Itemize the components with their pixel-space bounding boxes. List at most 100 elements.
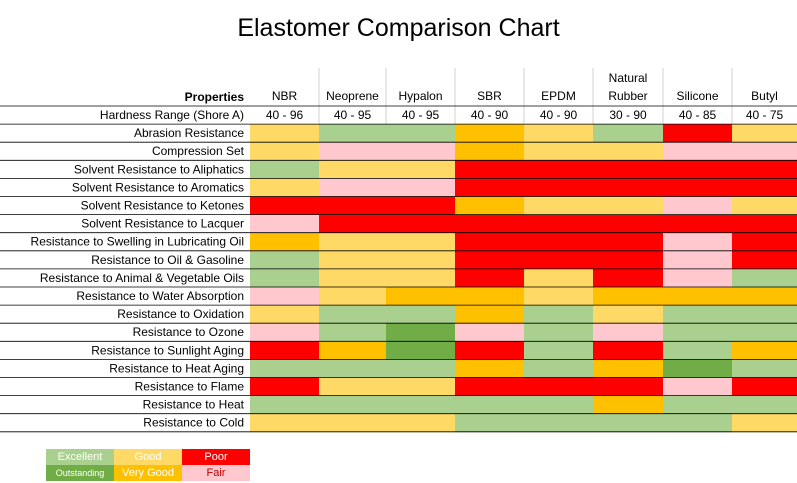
rating-cell — [732, 413, 797, 433]
rating-cell — [732, 250, 797, 270]
rating-cell — [663, 178, 733, 197]
rating-cell — [524, 377, 594, 397]
rating-cell — [663, 359, 733, 378]
property-label: Resistance to Ozone — [133, 325, 245, 339]
rating-cell — [663, 142, 733, 161]
rating-cell — [319, 341, 387, 360]
rating-cell — [732, 377, 797, 397]
rating-cell — [250, 232, 320, 252]
rating-cell — [593, 377, 664, 397]
rating-cell — [663, 323, 733, 342]
rating-cell — [455, 359, 525, 378]
hardness-value: 40 - 96 — [266, 108, 304, 122]
rating-cell — [250, 287, 320, 306]
rating-cell — [250, 196, 320, 216]
rating-cell — [250, 359, 320, 378]
rating-cell — [250, 178, 320, 197]
rating-cell — [593, 124, 664, 143]
rating-cell — [732, 323, 797, 342]
rating-cell — [524, 413, 594, 433]
rating-cell — [386, 395, 456, 415]
column-header: Butyl — [751, 89, 778, 103]
rating-cell — [386, 250, 456, 270]
rating-cell — [455, 124, 525, 143]
rating-cell — [319, 250, 387, 270]
rating-cell — [524, 323, 594, 342]
rating-cell — [455, 268, 525, 288]
property-label: Resistance to Animal & Vegetable Oils — [40, 271, 244, 285]
properties-header: Properties — [185, 90, 245, 104]
rating-cell — [455, 305, 525, 324]
legend-very-good: Very Good — [114, 465, 182, 481]
rating-cell — [386, 413, 456, 433]
rating-cell — [524, 178, 594, 197]
rating-cell — [250, 124, 320, 143]
rating-cell — [250, 214, 320, 234]
rating-cell — [663, 268, 733, 288]
rating-cell — [593, 250, 664, 270]
rating-cell — [732, 196, 797, 216]
property-label: Solvent Resistance to Aromatics — [72, 180, 244, 194]
hardness-value: 40 - 95 — [334, 108, 372, 122]
hardness-value: 40 - 90 — [471, 108, 509, 122]
rating-cell — [386, 323, 456, 342]
rating-cell — [455, 341, 525, 360]
column-header: Rubber — [608, 89, 647, 103]
column-header: EPDM — [541, 89, 576, 103]
rating-cell — [593, 287, 664, 306]
rating-cell — [319, 232, 387, 252]
rating-cell — [593, 305, 664, 324]
rating-cell — [524, 287, 594, 306]
legend-excellent: Excellent — [46, 449, 114, 465]
rating-cell — [663, 232, 733, 252]
rating-cell — [386, 377, 456, 397]
rating-cell — [455, 214, 525, 234]
rating-cell — [732, 232, 797, 252]
property-label: Solvent Resistance to Lacquer — [81, 217, 244, 231]
comparison-table: Properties NBR Neoprene Hypalon SBR EPDM Natur… — [0, 68, 797, 433]
rating-cell — [386, 196, 456, 216]
rating-cell — [250, 395, 320, 415]
rating-cell — [524, 232, 594, 252]
rating-cell — [319, 160, 387, 179]
rating-cell — [663, 413, 733, 433]
rating-cell — [319, 395, 387, 415]
rating-cell — [386, 359, 456, 378]
rating-cell — [386, 341, 456, 360]
rating-cell — [386, 268, 456, 288]
rating-cell — [593, 214, 664, 234]
rating-cell — [524, 268, 594, 288]
rating-cell — [524, 341, 594, 360]
rating-cell — [386, 287, 456, 306]
rating-cell — [524, 305, 594, 324]
rating-cell — [524, 196, 594, 216]
rating-cell — [593, 196, 664, 216]
column-header: Hypalon — [398, 89, 442, 103]
rating-cell — [386, 232, 456, 252]
rating-cell — [593, 323, 664, 342]
rating-cell — [732, 142, 797, 161]
legend-good: Good — [114, 449, 182, 465]
rating-cell — [524, 142, 594, 161]
property-label: Abrasion Resistance — [134, 126, 244, 140]
rating-cell — [250, 250, 320, 270]
hardness-value: 40 - 75 — [746, 108, 784, 122]
rating-cell — [386, 305, 456, 324]
hardness-label: Hardness Range (Shore A) — [100, 108, 244, 122]
rating-cell — [663, 214, 733, 234]
rating-cell — [524, 160, 594, 179]
rating-cell — [593, 160, 664, 179]
rating-cell — [663, 124, 733, 143]
rating-cell — [524, 359, 594, 378]
rating-cell — [386, 214, 456, 234]
rating-cell — [524, 250, 594, 270]
property-label: Solvent Resistance to Ketones — [81, 199, 244, 213]
rating-cell — [386, 124, 456, 143]
property-label: Resistance to Cold — [143, 416, 244, 430]
rating-cell — [663, 377, 733, 397]
rating-cell — [524, 214, 594, 234]
rating-cell — [319, 142, 387, 161]
rating-cell — [593, 142, 664, 161]
column-header: Natural — [609, 71, 648, 85]
column-header: NBR — [272, 89, 298, 103]
